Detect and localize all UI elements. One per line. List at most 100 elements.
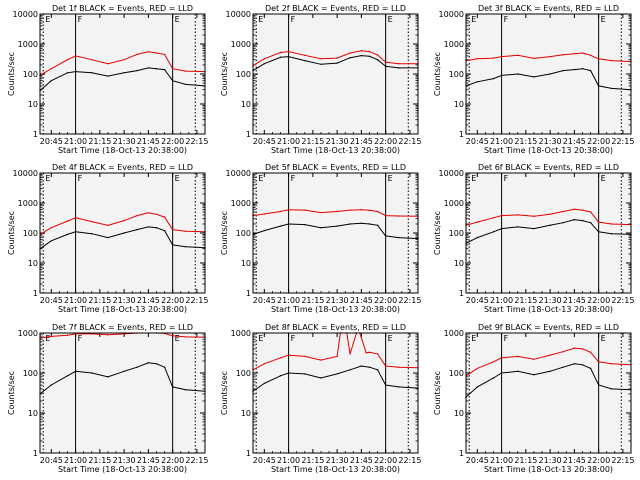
phase-marker-label: E <box>601 334 606 343</box>
data-point <box>517 355 519 358</box>
data-point <box>533 358 535 360</box>
data-point <box>549 213 551 215</box>
data-point <box>492 231 495 233</box>
x-tick-label: 21:30 <box>539 456 562 465</box>
x-tick-label: 21:30 <box>539 137 562 146</box>
data-point <box>136 366 138 368</box>
data-point <box>320 211 322 214</box>
data-point <box>610 87 613 90</box>
data-point <box>123 333 125 335</box>
data-point <box>597 85 600 87</box>
series-line-events <box>465 219 632 244</box>
data-point <box>184 336 187 338</box>
data-point <box>263 229 265 232</box>
x-tick-label: 21:45 <box>563 137 586 146</box>
data-point <box>91 59 93 61</box>
y-axis-label: Counts/sec <box>220 211 229 255</box>
y-tick-label: 100 <box>449 229 464 238</box>
data-point <box>517 226 519 228</box>
data-point <box>376 369 379 371</box>
data-point <box>360 50 363 52</box>
data-point <box>184 70 187 72</box>
x-tick-label: 20:45 <box>253 137 276 146</box>
x-tick-label: 22:15 <box>398 456 421 465</box>
x-tick-label: 22:00 <box>374 296 397 305</box>
data-point <box>304 355 306 358</box>
plot-frame <box>39 332 206 454</box>
x-axis-label: Start Time (18-Oct-13 20:38:00) <box>271 305 400 314</box>
series-line-lld <box>39 212 206 235</box>
x-tick-label: 20:45 <box>466 137 489 146</box>
chart-panel-3: Det 3f BLACK = Events, RED = LLD Counts/s… <box>433 4 634 155</box>
y-tick-label: 10000 <box>226 10 251 19</box>
data-point <box>492 361 495 363</box>
y-tick-label: 1000 <box>18 199 38 208</box>
data-point <box>304 54 306 56</box>
data-point <box>397 386 400 388</box>
data-point <box>107 376 109 378</box>
phase-marker-label: F <box>78 174 83 183</box>
data-point <box>384 214 387 217</box>
data-point <box>184 389 187 391</box>
data-point <box>397 215 400 217</box>
data-point <box>163 229 166 232</box>
plot-area <box>253 14 418 134</box>
data-point <box>155 363 158 365</box>
phase-marker-label: E <box>258 15 263 24</box>
data-point <box>500 214 503 217</box>
phase-marker-label: F <box>504 174 509 183</box>
data-point <box>163 68 166 71</box>
data-point <box>336 210 338 213</box>
phase-marker-label: F <box>78 15 83 24</box>
series-line-lld <box>252 50 418 67</box>
y-tick-label: 1 <box>246 130 251 139</box>
data-point <box>147 51 150 53</box>
data-point <box>123 219 125 222</box>
x-axis-label: Start Time (18-Oct-13 20:38:00) <box>484 146 613 155</box>
y-tick-label: 10 <box>241 409 251 418</box>
x-tick-label: 22:00 <box>161 296 184 305</box>
x-axis-label: Start Time (18-Oct-13 20:38:00) <box>271 465 400 474</box>
data-point <box>91 333 93 335</box>
data-point <box>492 77 495 80</box>
data-point <box>147 226 150 228</box>
data-point <box>155 227 158 229</box>
chart-title: Det 3f BLACK = Events, RED = LLD <box>478 4 619 13</box>
series-line-events <box>39 67 206 91</box>
y-tick-label: 1 <box>459 130 464 139</box>
data-point <box>384 235 387 237</box>
series-line-events <box>252 222 419 240</box>
chart-panel-8: Det 8f BLACK = Events, RED = LLD Counts/s… <box>220 323 421 474</box>
chart-panel-4: Det 4f BLACK = Events, RED = LLD Counts/s… <box>7 163 208 314</box>
data-point <box>500 55 503 58</box>
data-point <box>549 55 551 58</box>
data-point <box>163 366 166 368</box>
data-point <box>376 59 379 61</box>
data-point <box>163 53 166 56</box>
phase-marker-label: E <box>175 334 180 343</box>
y-axis-label: Counts/sec <box>220 371 229 415</box>
plot-area <box>40 14 205 134</box>
data-point <box>304 209 306 211</box>
x-tick-label: 21:30 <box>113 456 136 465</box>
chart-title: Det 6f BLACK = Events, RED = LLD <box>478 163 619 172</box>
data-point <box>155 68 158 70</box>
x-tick-label: 21:45 <box>350 137 373 146</box>
series-line-events <box>39 362 206 395</box>
data-point <box>360 54 363 57</box>
x-axis-label: Start Time (18-Oct-13 20:38:00) <box>484 465 613 474</box>
data-point <box>397 366 400 368</box>
series-line-lld <box>465 347 632 377</box>
x-tick-label: 21:45 <box>563 296 586 305</box>
data-point <box>533 76 535 78</box>
phase-marker-label: F <box>504 15 509 24</box>
x-axis-label: Start Time (18-Oct-13 20:38:00) <box>58 305 187 314</box>
y-tick-label: 1000 <box>231 329 251 338</box>
data-point <box>66 334 69 336</box>
data-point <box>107 224 109 226</box>
x-tick-label: 21:30 <box>326 456 349 465</box>
x-tick-label: 21:45 <box>137 137 160 146</box>
data-point <box>263 58 265 60</box>
x-tick-label: 22:15 <box>185 296 208 305</box>
data-point <box>360 209 363 211</box>
